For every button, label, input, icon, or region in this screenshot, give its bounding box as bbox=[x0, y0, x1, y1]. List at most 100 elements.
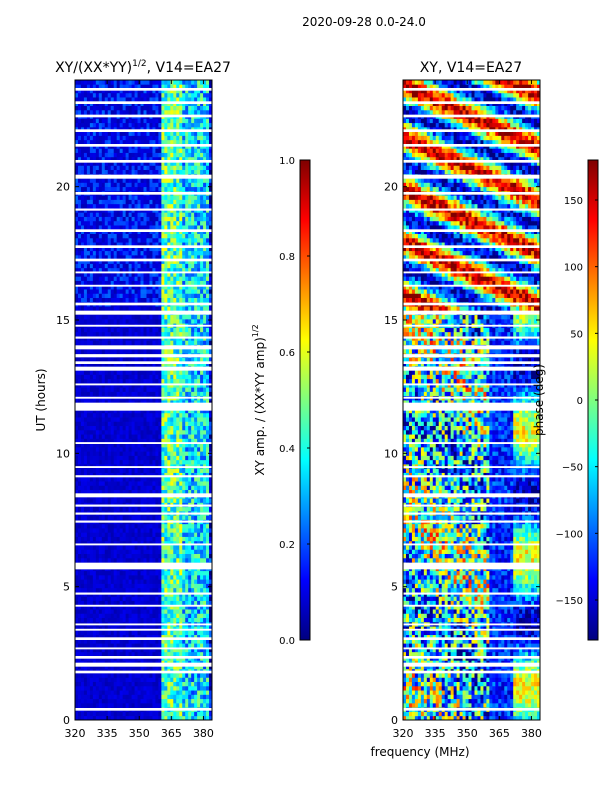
heatmap-cell bbox=[143, 459, 147, 465]
heatmap-cell bbox=[173, 425, 177, 431]
heatmap-cell bbox=[110, 557, 115, 563]
heatmap-cell bbox=[137, 583, 141, 589]
heatmap-cell bbox=[146, 297, 150, 303]
heatmap-cell bbox=[161, 314, 165, 320]
heatmap-cell bbox=[125, 579, 130, 584]
heatmap-cell bbox=[191, 515, 195, 520]
heatmap-cell bbox=[86, 604, 91, 610]
heatmap-cell bbox=[75, 613, 79, 618]
heatmap-cell bbox=[116, 314, 121, 320]
heatmap-cell bbox=[164, 378, 168, 384]
heatmap-cell bbox=[152, 553, 156, 559]
heatmap-cell bbox=[98, 451, 103, 456]
heatmap-cell bbox=[125, 408, 130, 414]
heatmap-cell bbox=[173, 451, 177, 456]
heatmap-cell bbox=[209, 429, 212, 435]
heatmap-cell bbox=[167, 370, 171, 375]
heatmap-cell bbox=[116, 284, 121, 290]
heatmap-cell bbox=[152, 647, 156, 653]
heatmap-cell bbox=[104, 455, 109, 461]
heatmap-cell bbox=[86, 681, 91, 687]
heatmap-cell bbox=[188, 267, 192, 273]
heatmap-cell bbox=[137, 340, 141, 345]
heatmap-cell bbox=[89, 263, 94, 269]
heatmap-cell bbox=[155, 327, 159, 333]
heatmap-cell bbox=[75, 306, 79, 311]
heatmap-cell bbox=[206, 476, 210, 482]
heatmap-cell bbox=[98, 545, 103, 550]
heatmap-cell bbox=[155, 604, 159, 610]
heatmap-cell bbox=[173, 694, 177, 700]
heatmap-cell bbox=[101, 348, 106, 354]
heatmap-cell bbox=[143, 711, 147, 717]
heatmap-cell bbox=[119, 263, 124, 269]
heatmap-cell bbox=[122, 259, 127, 264]
heatmap-cell bbox=[173, 391, 177, 397]
heatmap-cell bbox=[143, 715, 147, 720]
heatmap-cell bbox=[83, 660, 88, 665]
heatmap-cell bbox=[122, 272, 127, 277]
heatmap-cell bbox=[143, 587, 147, 593]
heatmap-cell bbox=[134, 327, 138, 333]
heatmap-cell bbox=[146, 485, 150, 490]
heatmap-cell bbox=[179, 429, 183, 435]
heatmap-cell bbox=[80, 408, 85, 414]
heatmap-cell bbox=[209, 442, 212, 448]
heatmap-cell bbox=[149, 306, 153, 311]
heatmap-cell bbox=[128, 357, 132, 362]
heatmap-cell bbox=[101, 600, 106, 606]
heatmap-cell bbox=[191, 711, 195, 717]
heatmap-cell bbox=[101, 647, 106, 653]
heatmap-cell bbox=[119, 587, 124, 593]
heatmap-cell bbox=[122, 553, 127, 559]
heatmap-cell bbox=[146, 412, 150, 418]
heatmap-cell bbox=[113, 690, 118, 695]
heatmap-cell bbox=[122, 600, 127, 606]
heatmap-cell bbox=[89, 387, 94, 392]
heatmap-cell bbox=[119, 651, 124, 657]
heatmap-cell bbox=[137, 528, 141, 533]
heatmap-cell bbox=[206, 387, 210, 392]
heatmap-cell bbox=[89, 643, 94, 648]
heatmap-cell bbox=[173, 643, 177, 648]
heatmap-cell bbox=[146, 391, 150, 397]
heatmap-cell bbox=[164, 647, 168, 653]
heatmap-cell bbox=[83, 263, 88, 269]
heatmap-cell bbox=[191, 400, 195, 405]
heatmap-cell bbox=[173, 289, 177, 294]
heatmap-cell bbox=[89, 557, 94, 563]
heatmap-cell bbox=[92, 630, 97, 636]
heatmap-cell bbox=[113, 553, 118, 559]
heatmap-cell bbox=[92, 438, 97, 444]
heatmap-cell bbox=[113, 681, 118, 687]
heatmap-cell bbox=[167, 643, 171, 648]
heatmap-cell bbox=[92, 425, 97, 431]
heatmap-cell bbox=[155, 306, 159, 311]
heatmap-cell bbox=[194, 378, 198, 384]
heatmap-cell bbox=[206, 263, 210, 269]
heatmap-cell bbox=[158, 557, 162, 563]
heatmap-cell bbox=[110, 553, 115, 559]
heatmap-cell bbox=[146, 702, 150, 708]
heatmap-cell bbox=[200, 681, 204, 687]
heatmap-cell bbox=[92, 489, 97, 495]
heatmap-cell bbox=[75, 272, 79, 277]
heatmap-cell bbox=[77, 574, 82, 580]
heatmap-cell bbox=[98, 425, 103, 431]
heatmap-cell bbox=[104, 297, 109, 303]
heatmap-cell bbox=[104, 630, 109, 636]
heatmap-cell bbox=[164, 677, 168, 682]
heatmap-cell bbox=[176, 553, 180, 559]
heatmap-cell bbox=[197, 318, 201, 324]
heatmap-cell bbox=[140, 579, 144, 584]
heatmap-cell bbox=[77, 438, 82, 444]
heatmap-cell bbox=[95, 434, 100, 439]
heatmap-cell bbox=[86, 314, 91, 320]
heatmap-cell bbox=[152, 400, 156, 405]
heatmap-cell bbox=[110, 417, 115, 422]
heatmap-cell bbox=[161, 421, 165, 426]
heatmap-cell bbox=[197, 378, 201, 384]
heatmap-cell bbox=[176, 630, 180, 636]
heatmap-cell bbox=[80, 489, 85, 495]
heatmap-cell bbox=[77, 498, 82, 503]
